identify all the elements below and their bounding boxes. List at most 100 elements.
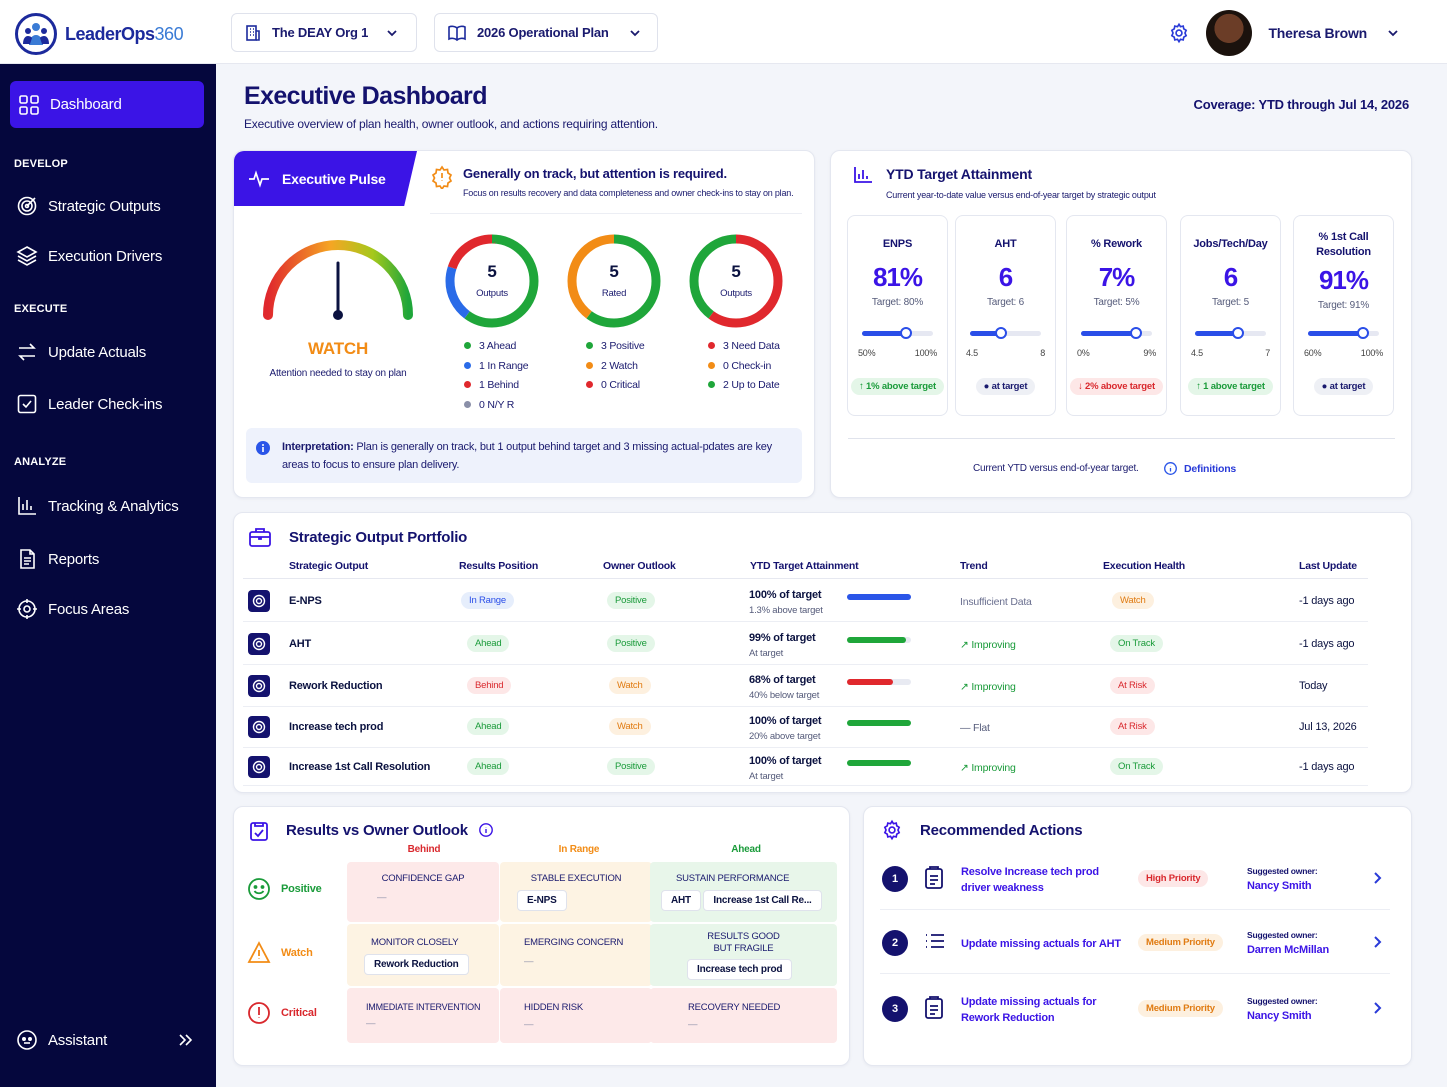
attainment-bar-fill	[847, 760, 911, 766]
actions-title: Recommended Actions	[920, 822, 1083, 839]
kpi-range-labels: 4.5 7	[1191, 348, 1270, 358]
smile-icon	[248, 878, 270, 900]
kpi-card[interactable]: % Rework 7% Target: 5% 0% 9% ↓ 2% above targe…	[1066, 215, 1167, 416]
sidebar-item-reports[interactable]: Reports	[16, 548, 99, 570]
action-item[interactable]: 1 Resolve Increase tech prod driver weakn…	[880, 850, 1390, 910]
output-name[interactable]: E-NPS	[289, 595, 322, 607]
output-icon	[248, 756, 270, 778]
table-row[interactable]: E-NPS In Range Positive 100% of target 1.3% …	[243, 580, 1368, 622]
output-chip[interactable]: Increase 1st Call Re...	[703, 890, 822, 911]
info-icon[interactable]	[479, 823, 493, 837]
legend-dot	[586, 361, 593, 369]
portfolio-title: Strategic Output Portfolio	[289, 529, 468, 546]
output-name[interactable]: AHT	[289, 638, 312, 650]
output-chip[interactable]: AHT	[661, 890, 701, 911]
attainment-value: 100% of target	[749, 589, 822, 601]
kpi-target: Target: 6	[986, 297, 1025, 308]
kpi-range-track	[1308, 327, 1379, 339]
kpi-marker	[994, 327, 1007, 339]
document-icon	[20, 549, 35, 569]
action-text[interactable]: Update missing actuals for AHT	[961, 938, 1121, 950]
sidebar-item-assistant[interactable]: Assistant	[16, 1029, 196, 1051]
action-text[interactable]: Update missing actuals for Rework Reduct…	[961, 996, 1097, 1024]
logo[interactable]: LeaderOps360	[15, 13, 184, 55]
matrix-row-label: Watch	[281, 947, 313, 959]
trend-label: ↗ Improving	[960, 639, 1016, 651]
legend-item: 3 Positive	[586, 337, 645, 357]
output-name[interactable]: Rework Reduction	[289, 680, 383, 692]
last-update: -1 days ago	[1299, 595, 1355, 607]
column-header: Trend	[960, 560, 988, 572]
sidebar-item-label: Dashboard	[50, 96, 122, 113]
action-item[interactable]: 2 Update missing actuals for AHT Medium Pr…	[880, 914, 1390, 974]
kpi-status: ↑ 1 above target	[1181, 378, 1280, 395]
matrix-cell-sustain-performance: SUSTAIN PERFORMANCE AHT Increase 1st Cal…	[650, 862, 837, 922]
double-chevron-right-icon[interactable]	[174, 1032, 196, 1048]
kpi-card[interactable]: ENPS 81% Target: 80% 50% 100% ↑ 1% above targ…	[847, 215, 948, 416]
avatar[interactable]	[1206, 10, 1253, 56]
kpi-range-track	[970, 327, 1041, 339]
output-chip[interactable]: E-NPS	[517, 890, 567, 911]
sidebar-item-execution-drivers[interactable]: Execution Drivers	[16, 245, 162, 267]
gear-icon[interactable]	[1168, 22, 1190, 44]
output-chip[interactable]: Rework Reduction	[364, 954, 469, 975]
divider	[430, 213, 802, 214]
sidebar-item-update-actuals[interactable]: Update Actuals	[16, 341, 146, 363]
legend-text: 2 Up to Date	[723, 379, 780, 391]
chevron-down-icon	[387, 29, 397, 36]
plan-selector[interactable]: 2026 Operational Plan	[434, 13, 658, 52]
executive-pulse-card: Executive Pulse Generally on track, but …	[233, 150, 815, 498]
table-row[interactable]: Rework Reduction Behind Watch 68% of target…	[243, 665, 1368, 707]
sidebar-item-focus-areas[interactable]: Focus Areas	[16, 598, 129, 620]
definitions-link[interactable]: Definitions	[1184, 463, 1237, 475]
info-icon	[1164, 462, 1177, 475]
sidebar-item-leader-checkins[interactable]: Leader Check-ins	[16, 393, 163, 415]
kpi-card[interactable]: % 1st Call Resolution 91% Target: 91% 60% 10…	[1293, 215, 1394, 416]
table-row[interactable]: Increase tech prod Ahead Watch 100% of targ…	[243, 706, 1368, 748]
ytd-subtitle: Current year-to-date value versus end-of…	[886, 190, 1156, 200]
output-name[interactable]: Increase 1st Call Resolution	[289, 761, 431, 773]
kpi-card[interactable]: Jobs/Tech/Day 6 Target: 5 4.5 7 ↑ 1 above tar…	[1180, 215, 1281, 416]
org-selector[interactable]: The DEAY Org 1	[231, 13, 417, 52]
last-update: -1 days ago	[1299, 761, 1355, 773]
output-chip[interactable]: Increase tech prod	[687, 959, 793, 980]
clipboard-check-icon	[250, 822, 268, 841]
kpi-status-pill: ↓ 2% above target	[1070, 378, 1163, 395]
chevron-down-icon	[630, 29, 640, 36]
book-icon	[448, 25, 466, 41]
action-text[interactable]: Resolve Increase tech prod driver weakne…	[961, 866, 1099, 894]
user-name[interactable]: Theresa Brown	[1268, 25, 1367, 41]
table-row[interactable]: AHT Ahead Positive 99% of target At target ↗ …	[243, 623, 1368, 665]
sidebar-item-dashboard[interactable]: Dashboard	[10, 81, 204, 128]
chevron-down-icon[interactable]	[1387, 27, 1399, 39]
attainment-value: 100% of target	[749, 715, 822, 727]
chevron-right-icon[interactable]	[1372, 1001, 1384, 1018]
results-position-badge: Behind	[467, 677, 512, 694]
sidebar-item-tracking[interactable]: Tracking & Analytics	[16, 495, 179, 517]
attainment-bar-fill	[847, 720, 911, 726]
matrix-cell-immediate-intervention: IMMEDIATE INTERVENTION —	[347, 988, 499, 1043]
sidebar-item-label: Assistant	[48, 1031, 108, 1049]
kpi-value: 91%	[1318, 265, 1369, 295]
trend-label: — Flat	[960, 722, 990, 734]
attainment-bar-fill	[847, 637, 906, 643]
legend-item: 1 Behind	[464, 376, 528, 396]
chevron-right-icon[interactable]	[1372, 871, 1384, 888]
sidebar-item-label: Strategic Outputs	[48, 197, 161, 215]
output-name[interactable]: Increase tech prod	[289, 721, 384, 733]
donut-count: 5	[731, 262, 741, 281]
kpi-card[interactable]: AHT 6 Target: 6 4.5 8 ● at target	[955, 215, 1056, 416]
chevron-right-icon[interactable]	[1372, 935, 1384, 952]
table-row[interactable]: Increase 1st Call Resolution Ahead Positiv…	[243, 746, 1368, 786]
empty-dash: —	[377, 892, 387, 903]
action-item[interactable]: 3 Update missing actuals for Rework Reduc…	[880, 980, 1390, 1042]
sidebar-item-strategic-outputs[interactable]: Strategic Outputs	[16, 195, 161, 217]
matrix-cell-label: MONITOR CLOSELY	[371, 937, 459, 948]
plan-name: 2026 Operational Plan	[477, 25, 609, 40]
matrix-cell-hidden-risk: HIDDEN RISK —	[500, 988, 652, 1043]
suggested-owner-name: Darren McMillan	[1247, 944, 1329, 956]
sidebar-section-develop: DEVELOP	[14, 158, 68, 170]
matrix-col-ahead: Ahead	[731, 844, 761, 855]
legend-item: 0 N/Y R	[464, 396, 528, 416]
kpi-status-pill: ↑ 1 above target	[1188, 378, 1273, 395]
